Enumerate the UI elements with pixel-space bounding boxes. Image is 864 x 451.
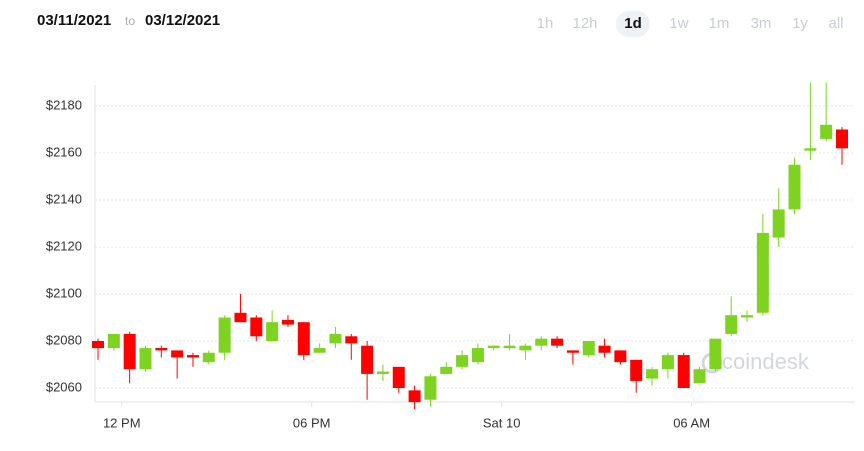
- candle-body: [551, 338, 564, 346]
- y-tick-label: $2180: [46, 97, 82, 112]
- candle-body: [471, 348, 484, 363]
- candle-body: [202, 352, 215, 363]
- date-to: 03/12/2021: [145, 12, 220, 29]
- candle-body: [361, 345, 374, 374]
- candle-body: [646, 369, 659, 379]
- candle-body: [313, 348, 326, 353]
- candle-body: [725, 315, 738, 334]
- candle-body: [535, 338, 548, 346]
- x-tick-label: 12 PM: [103, 415, 141, 430]
- candle-body: [598, 345, 611, 353]
- range-selector: 1h 12h 1d 1w 1m 3m 1y all: [537, 11, 844, 37]
- candle-body: [566, 350, 579, 353]
- y-tick-label: $2060: [46, 379, 82, 394]
- range-button[interactable]: all: [828, 15, 843, 32]
- candle-body: [677, 355, 690, 388]
- candle-body: [281, 319, 294, 325]
- y-tick-label: $2120: [46, 238, 82, 253]
- candle-body: [772, 209, 785, 238]
- candle-body: [266, 322, 279, 341]
- range-button[interactable]: 12h: [572, 15, 597, 32]
- range-selected-bg: [616, 11, 650, 37]
- date-from: 03/11/2021: [37, 12, 111, 29]
- plot: $2060 $2080 $2100 $2120 $2140 $2160 $2180 12 PM…: [46, 82, 855, 430]
- x-tick-label: 06 PM: [293, 415, 331, 430]
- y-tick-label: $2080: [46, 332, 82, 347]
- candle-body: [804, 148, 817, 151]
- candle-body: [741, 315, 754, 318]
- candle-body: [614, 350, 627, 363]
- candle-body: [836, 129, 849, 149]
- candle-body: [820, 124, 833, 139]
- x-tick-label: Sat 10: [483, 415, 521, 430]
- y-tick-label: $2140: [46, 191, 82, 206]
- candle-body: [408, 390, 421, 403]
- range-button[interactable]: 1w: [669, 15, 688, 32]
- y-tick-label: $2100: [46, 285, 82, 300]
- candle-body: [440, 366, 453, 374]
- range-button[interactable]: 1m: [709, 15, 730, 32]
- date-to-word: to: [125, 14, 135, 28]
- watermark: coindesk: [722, 349, 810, 374]
- candle-body: [709, 338, 722, 370]
- range-button[interactable]: 1d: [624, 15, 642, 32]
- candle-body: [630, 359, 643, 381]
- candle-body: [424, 376, 437, 400]
- candle-body: [661, 355, 674, 370]
- y-tick-label: $2160: [46, 144, 82, 159]
- candle-body: [788, 164, 801, 210]
- candle-body: [171, 350, 184, 358]
- candle-body: [297, 322, 310, 356]
- candle-body: [155, 348, 168, 351]
- candle-body: [234, 312, 247, 323]
- range-button[interactable]: 1h: [537, 15, 554, 32]
- candle-body: [107, 333, 120, 349]
- candle-body: [376, 371, 389, 374]
- candle-body: [250, 317, 263, 337]
- range-button[interactable]: 1y: [792, 15, 808, 32]
- candle-body: [123, 333, 136, 370]
- range-button[interactable]: 3m: [751, 15, 772, 32]
- candle-body: [392, 366, 405, 388]
- candle-body: [582, 341, 595, 356]
- candle-body: [139, 348, 152, 370]
- x-tick-label: 06 AM: [673, 415, 710, 430]
- candle-body: [456, 355, 469, 367]
- candle-body: [218, 317, 231, 353]
- candle-body: [756, 232, 769, 313]
- candle-body: [487, 345, 500, 349]
- candle-body: [345, 336, 358, 344]
- candle-body: [92, 341, 104, 349]
- candle-body: [519, 345, 532, 351]
- candle-body: [693, 369, 706, 384]
- candle-body: [329, 333, 342, 344]
- candle-body: [186, 355, 199, 358]
- candle-body: [503, 345, 516, 349]
